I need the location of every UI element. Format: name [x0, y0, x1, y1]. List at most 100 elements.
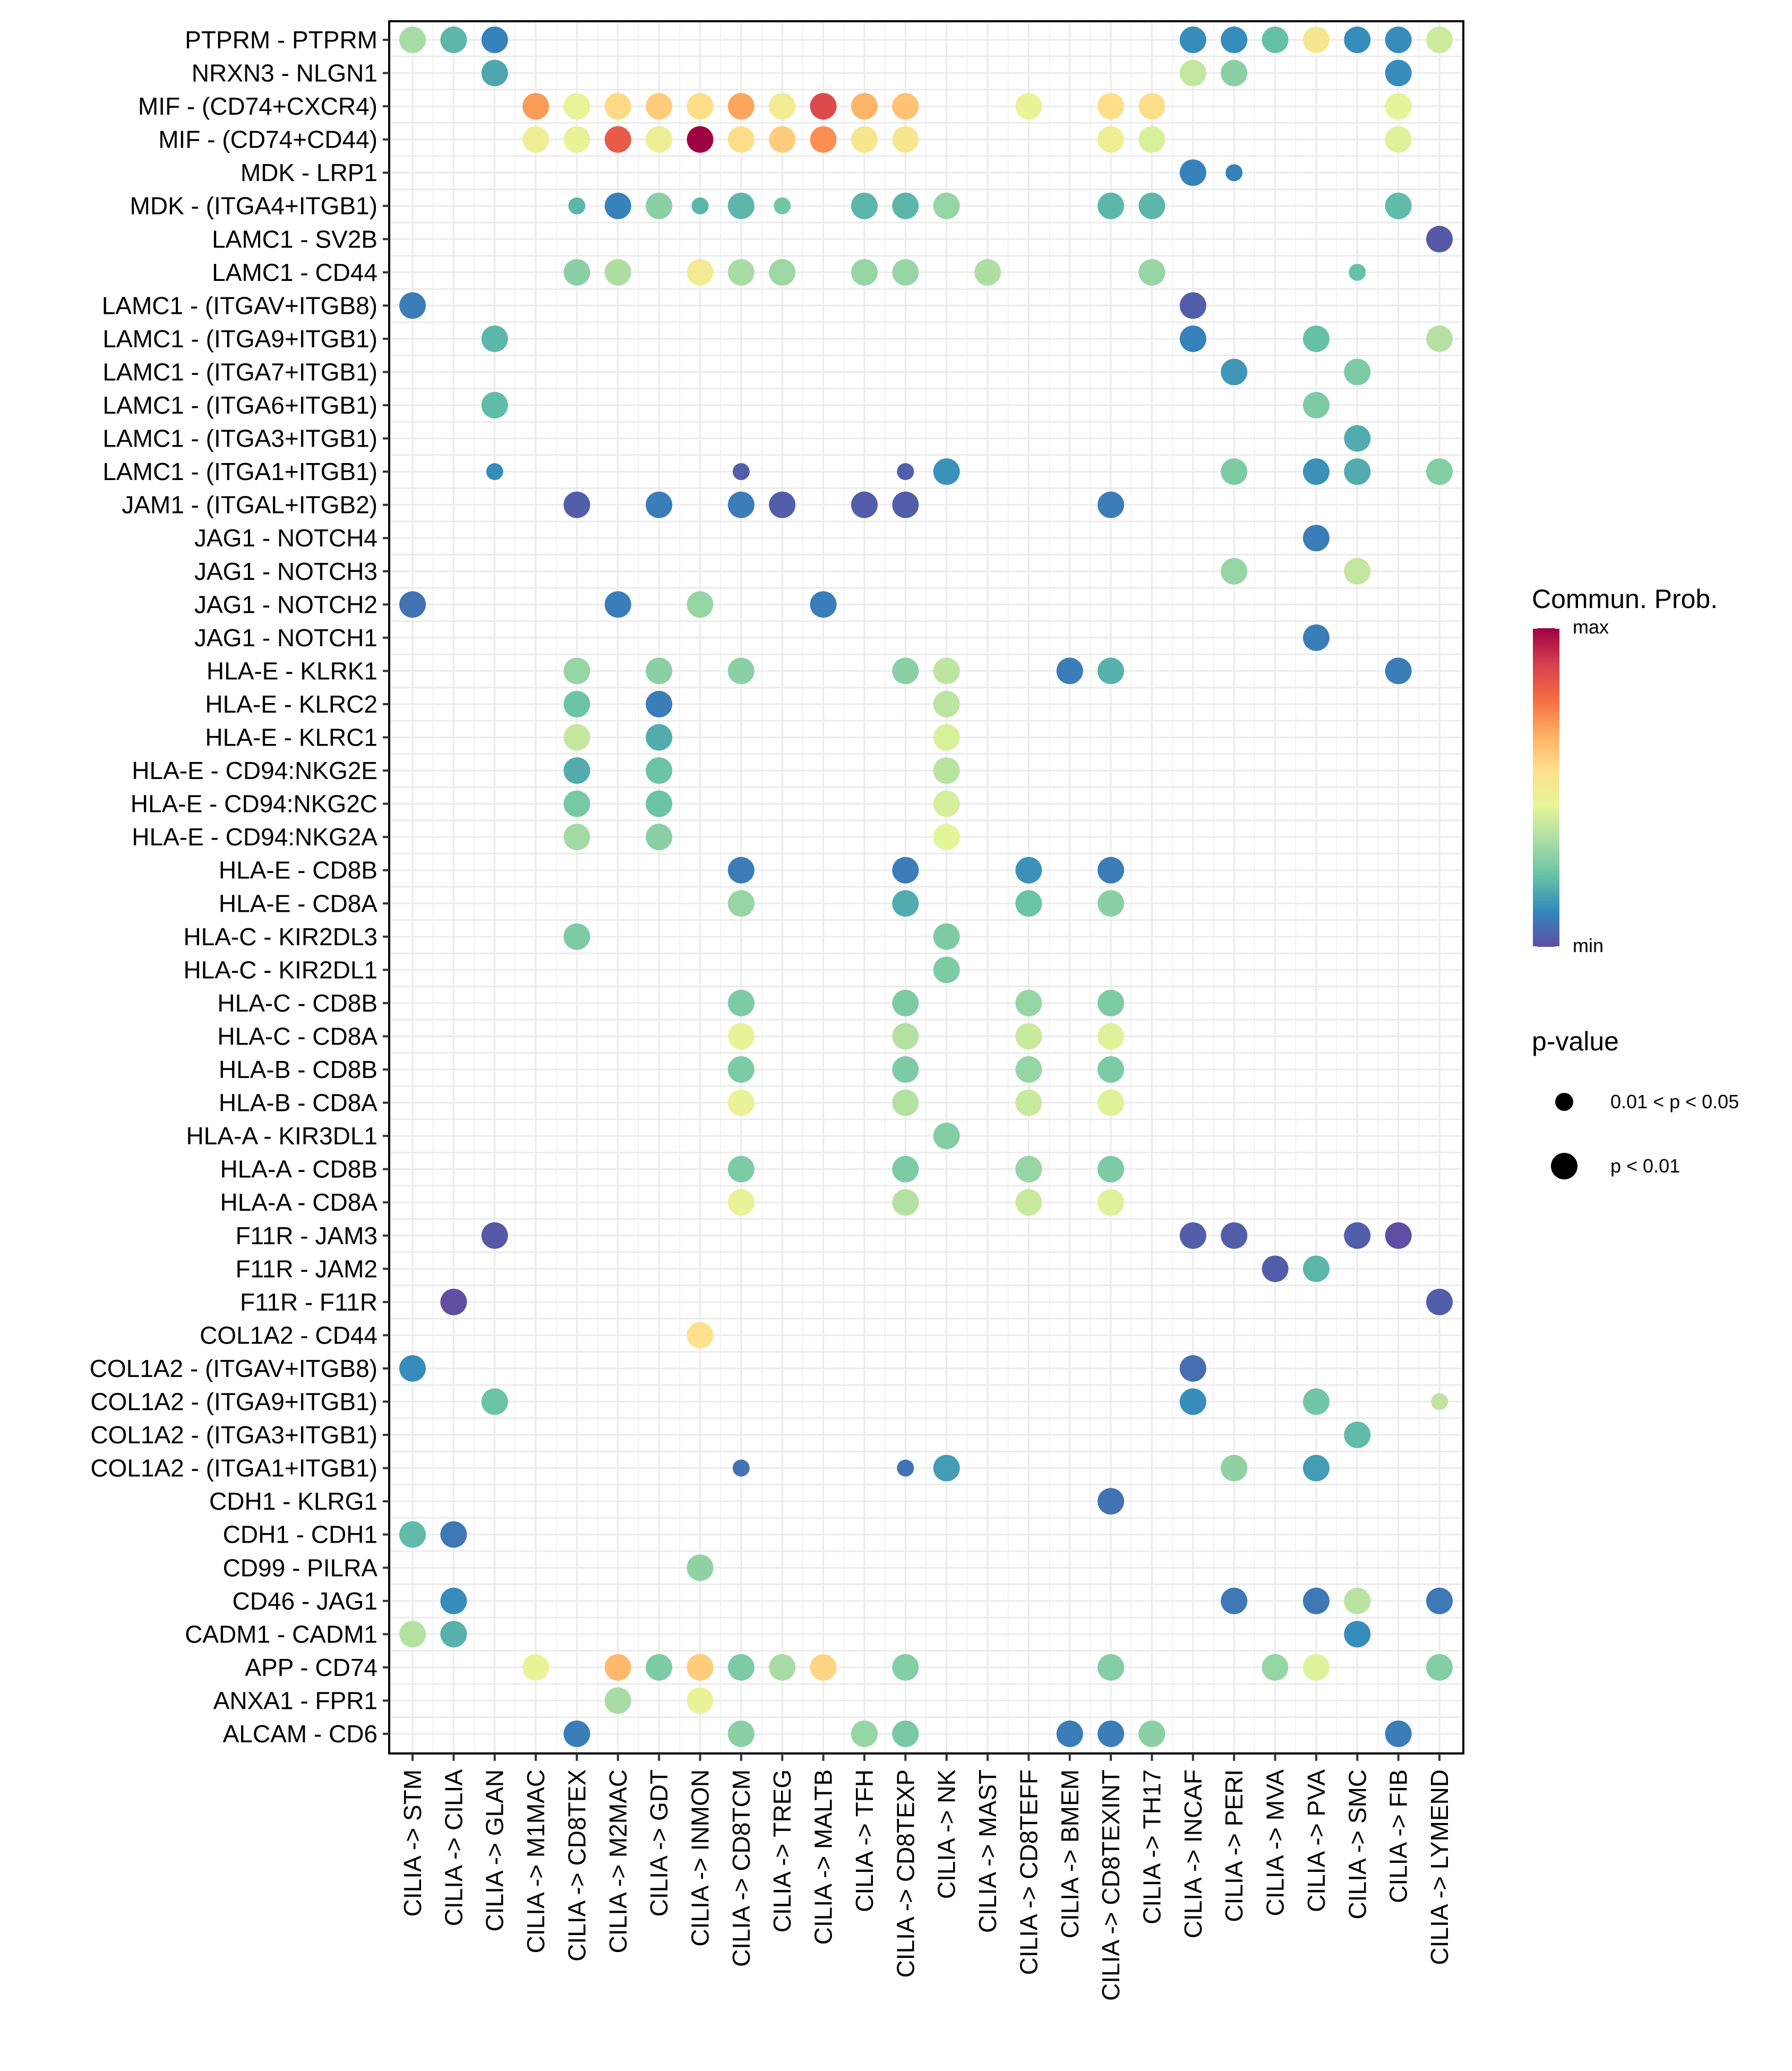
x-tick-label: CILIA -> CD8TEXINT [1097, 1769, 1125, 2001]
data-point [687, 591, 714, 618]
data-point [933, 657, 960, 684]
data-point [691, 197, 709, 215]
data-point [563, 724, 590, 751]
data-point [1098, 1023, 1125, 1050]
data-point [1385, 657, 1412, 684]
data-point [1098, 890, 1125, 917]
x-tick-label: CILIA -> CD8TEXP [891, 1769, 919, 1978]
data-point [892, 1654, 919, 1681]
data-point [1179, 1222, 1206, 1249]
data-point [604, 591, 631, 618]
color-bar [1533, 628, 1559, 947]
data-point [851, 126, 878, 153]
data-point [1302, 325, 1330, 352]
data-point [892, 192, 919, 219]
data-point [522, 1654, 550, 1681]
data-point [727, 1056, 754, 1083]
data-point [646, 126, 673, 153]
data-point [892, 657, 919, 684]
x-tick-label: CILIA -> TREG [768, 1769, 796, 1932]
data-point [727, 491, 754, 518]
data-point [1098, 1056, 1125, 1083]
y-tick-label: CADM1 - CADM1 [185, 1620, 378, 1648]
data-point [687, 1322, 714, 1349]
x-tick-label: CILIA -> INCAF [1179, 1769, 1207, 1938]
data-point [399, 1355, 426, 1382]
data-point [440, 1587, 467, 1614]
data-point [1221, 27, 1248, 53]
x-tick-label: CILIA -> CILIA [440, 1769, 467, 1927]
y-tick-label: HLA-C - KIR2DL3 [183, 923, 378, 951]
data-point [646, 757, 673, 784]
data-point [774, 197, 791, 215]
x-tick-label: CILIA -> TH17 [1138, 1769, 1165, 1924]
data-point [1431, 1393, 1448, 1410]
y-tick-label: CD46 - JAG1 [232, 1587, 378, 1615]
data-point [810, 93, 837, 120]
data-point [522, 126, 550, 153]
data-point [1179, 1388, 1206, 1415]
data-point [604, 93, 631, 120]
data-point [1221, 358, 1248, 386]
data-point [1344, 1587, 1371, 1614]
data-point [1221, 59, 1248, 87]
data-point [1015, 93, 1042, 120]
x-tick-label: CILIA -> PVA [1302, 1769, 1330, 1912]
data-point [892, 1023, 919, 1050]
x-tick-label: CILIA -> INMON [687, 1769, 714, 1947]
color-legend-title: Commun. Prob. [1532, 584, 1718, 614]
data-point [727, 890, 754, 917]
data-point [687, 93, 714, 120]
data-point [687, 126, 714, 153]
x-tick-label: CILIA -> GDT [645, 1769, 673, 1916]
y-tick-label: HLA-E - CD8B [219, 857, 378, 884]
data-point [481, 27, 508, 53]
data-point [1385, 59, 1412, 87]
y-tick-label: MDK - (ITGA4+ITGB1) [130, 192, 378, 220]
data-point [1098, 491, 1125, 518]
data-point [687, 1687, 714, 1714]
data-point [933, 1123, 960, 1150]
data-point [481, 392, 508, 419]
y-tick-label: COL1A2 - (ITGAV+ITGB8) [90, 1355, 378, 1382]
data-point [399, 1521, 426, 1548]
data-point [486, 463, 503, 481]
data-point [933, 923, 960, 950]
data-point [892, 857, 919, 884]
x-tick-label: CILIA -> MVA [1262, 1769, 1289, 1916]
data-point [1302, 27, 1330, 53]
x-tick-label: CILIA -> CD8TEFF [1015, 1769, 1042, 1975]
data-point [399, 591, 426, 618]
data-point [687, 1654, 714, 1681]
data-point [1426, 1654, 1453, 1681]
data-point [1302, 1388, 1330, 1415]
y-tick-label: MDK - LRP1 [241, 159, 378, 186]
data-point [1221, 1587, 1248, 1614]
data-point [892, 1089, 919, 1116]
data-point [440, 27, 467, 53]
data-point [1344, 425, 1371, 452]
data-point [1015, 890, 1042, 917]
y-tick-label: NRXN3 - NLGN1 [192, 59, 378, 87]
data-point [1385, 192, 1412, 219]
data-point [892, 1189, 919, 1216]
data-point [646, 690, 673, 717]
data-point [727, 989, 754, 1016]
data-point [1344, 1222, 1371, 1249]
data-point [481, 1222, 508, 1249]
data-point [1344, 558, 1371, 585]
data-point [769, 491, 796, 518]
data-point [1015, 857, 1042, 884]
data-point [1302, 392, 1330, 419]
y-tick-label: ANXA1 - FPR1 [213, 1687, 378, 1714]
data-point [1056, 1721, 1083, 1747]
size-legend-label-small: 0.01 < p < 0.05 [1610, 1091, 1739, 1112]
data-point [1138, 126, 1165, 153]
data-point [727, 1189, 754, 1216]
x-tick-label: CILIA -> MALTB [810, 1769, 837, 1945]
data-point [1385, 1721, 1412, 1747]
data-point [1179, 292, 1206, 319]
data-point [851, 93, 878, 120]
data-point [604, 192, 631, 219]
y-tick-label: HLA-A - CD8A [220, 1188, 378, 1216]
